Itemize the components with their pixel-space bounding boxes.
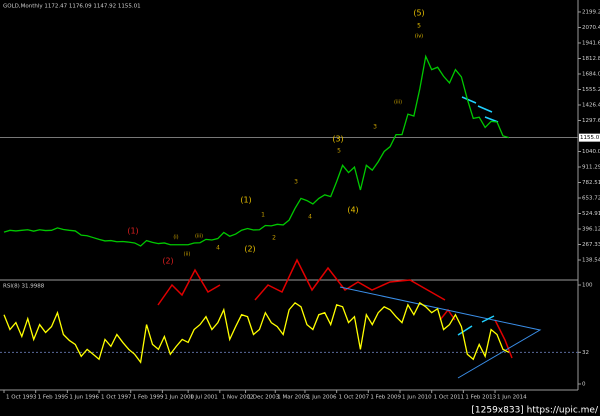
x-tick-label: 1 Nov 2002 (222, 395, 254, 401)
y-tick-label: 267.33 (582, 242, 600, 248)
y-tick-label: 0 (582, 382, 586, 388)
x-tick-label: 1 Jun 2014 (497, 395, 527, 401)
y-tick-label: 1426.45 (582, 102, 600, 108)
y-tick-label: 138.54 (582, 258, 600, 264)
zigzag-line (157, 268, 221, 306)
x-tick-label: 1 Jul 2001 (190, 395, 218, 401)
y-tick-label: 911.29 (582, 164, 600, 170)
wave-label: 4 (216, 245, 220, 252)
arrow (484, 116, 499, 123)
x-tick-label: 1 Oct 1993 (6, 395, 37, 401)
wave-label: (ii) (184, 252, 191, 258)
x-tick-label: 1 Oct 1997 (101, 395, 132, 401)
y-tick-label: 2199.25 (582, 9, 600, 15)
x-tick-label: 1 Mar 2005 (277, 395, 309, 401)
y-tick-label: 1555.24 (582, 87, 600, 93)
y-tick-label: 100 (582, 283, 593, 289)
data-line (3, 54, 510, 247)
y-tick-label: 524.91 (582, 211, 600, 217)
wave-label: (i) (173, 235, 178, 241)
wave-label: 2 (272, 235, 276, 242)
current-price-label: 1155.01 (580, 135, 600, 141)
rsi-title: RSI(8) 31.9988 (3, 284, 45, 290)
x-tick-label: 1 Jun 1996 (69, 395, 99, 401)
y-tick-label: 396.12 (582, 226, 600, 232)
wave-label: (3) (332, 135, 343, 144)
watermark-bg (474, 404, 600, 416)
x-tick-label: 1 Dec 2003 (248, 395, 280, 401)
x-tick-label: 1 Jun 2006 (307, 395, 337, 401)
wave-label: (4) (347, 206, 358, 215)
wave-label: (1) (240, 196, 251, 205)
wave-label: (iv) (415, 34, 423, 40)
wave-label: (2) (162, 257, 173, 266)
arrow (457, 325, 473, 336)
wave-label: 5 (337, 148, 341, 155)
y-tick-label: 2070.41 (582, 25, 600, 31)
x-tick-label: 1 Jun 2010 (402, 395, 432, 401)
y-tick-label: 1684.03 (582, 71, 600, 77)
x-tick-label: 1 Feb 1999 (133, 395, 164, 401)
y-tick-label: 1941.61 (582, 40, 600, 46)
chart-title: GOLD,Monthly 1172.47 1176.09 1147.92 115… (3, 4, 141, 10)
y-tick-label: 782.51 (582, 180, 600, 186)
x-tick-label: 1 Oct 2011 (434, 395, 465, 401)
wave-label: 1 (261, 212, 265, 219)
y-tick-label: 1040.08 (582, 149, 600, 155)
blue-triangle (339, 286, 542, 379)
arrow (481, 315, 495, 323)
y-tick-label: 1812.82 (582, 56, 600, 62)
wave-label: 5 (417, 23, 421, 30)
watermark: [1259x833] https://upic.me/ (471, 406, 599, 416)
wave-label: (5) (413, 9, 424, 18)
x-tick-label: 1 Feb 1995 (38, 395, 69, 401)
arrow (461, 96, 477, 104)
cyan-arrows (457, 96, 499, 336)
wave-label: 3 (294, 179, 298, 186)
trend-line (339, 286, 542, 379)
x-tick-label: 1 Jun 2000 (164, 395, 194, 401)
y-tick-label: 32 (582, 350, 589, 356)
x-tick-label: 1 Oct 2007 (339, 395, 370, 401)
wave-label: (iii) (394, 100, 402, 106)
data-line (3, 301, 510, 364)
zigzag-line (254, 258, 446, 301)
y-tick-label: 1297.66 (582, 118, 600, 124)
x-tick-label: 1 Feb 2013 (465, 395, 496, 401)
y-tick-label: 653.72 (582, 195, 600, 201)
x-tick-label: 1 Feb 2009 (370, 395, 401, 401)
wave-label: 4 (308, 214, 312, 221)
wave-label: (iii) (195, 234, 203, 240)
wave-label: 3 (373, 124, 377, 131)
current-price-box (579, 133, 600, 142)
wave-label: (1) (127, 227, 138, 236)
wave-label: (2) (244, 245, 255, 254)
arrow (477, 105, 493, 113)
